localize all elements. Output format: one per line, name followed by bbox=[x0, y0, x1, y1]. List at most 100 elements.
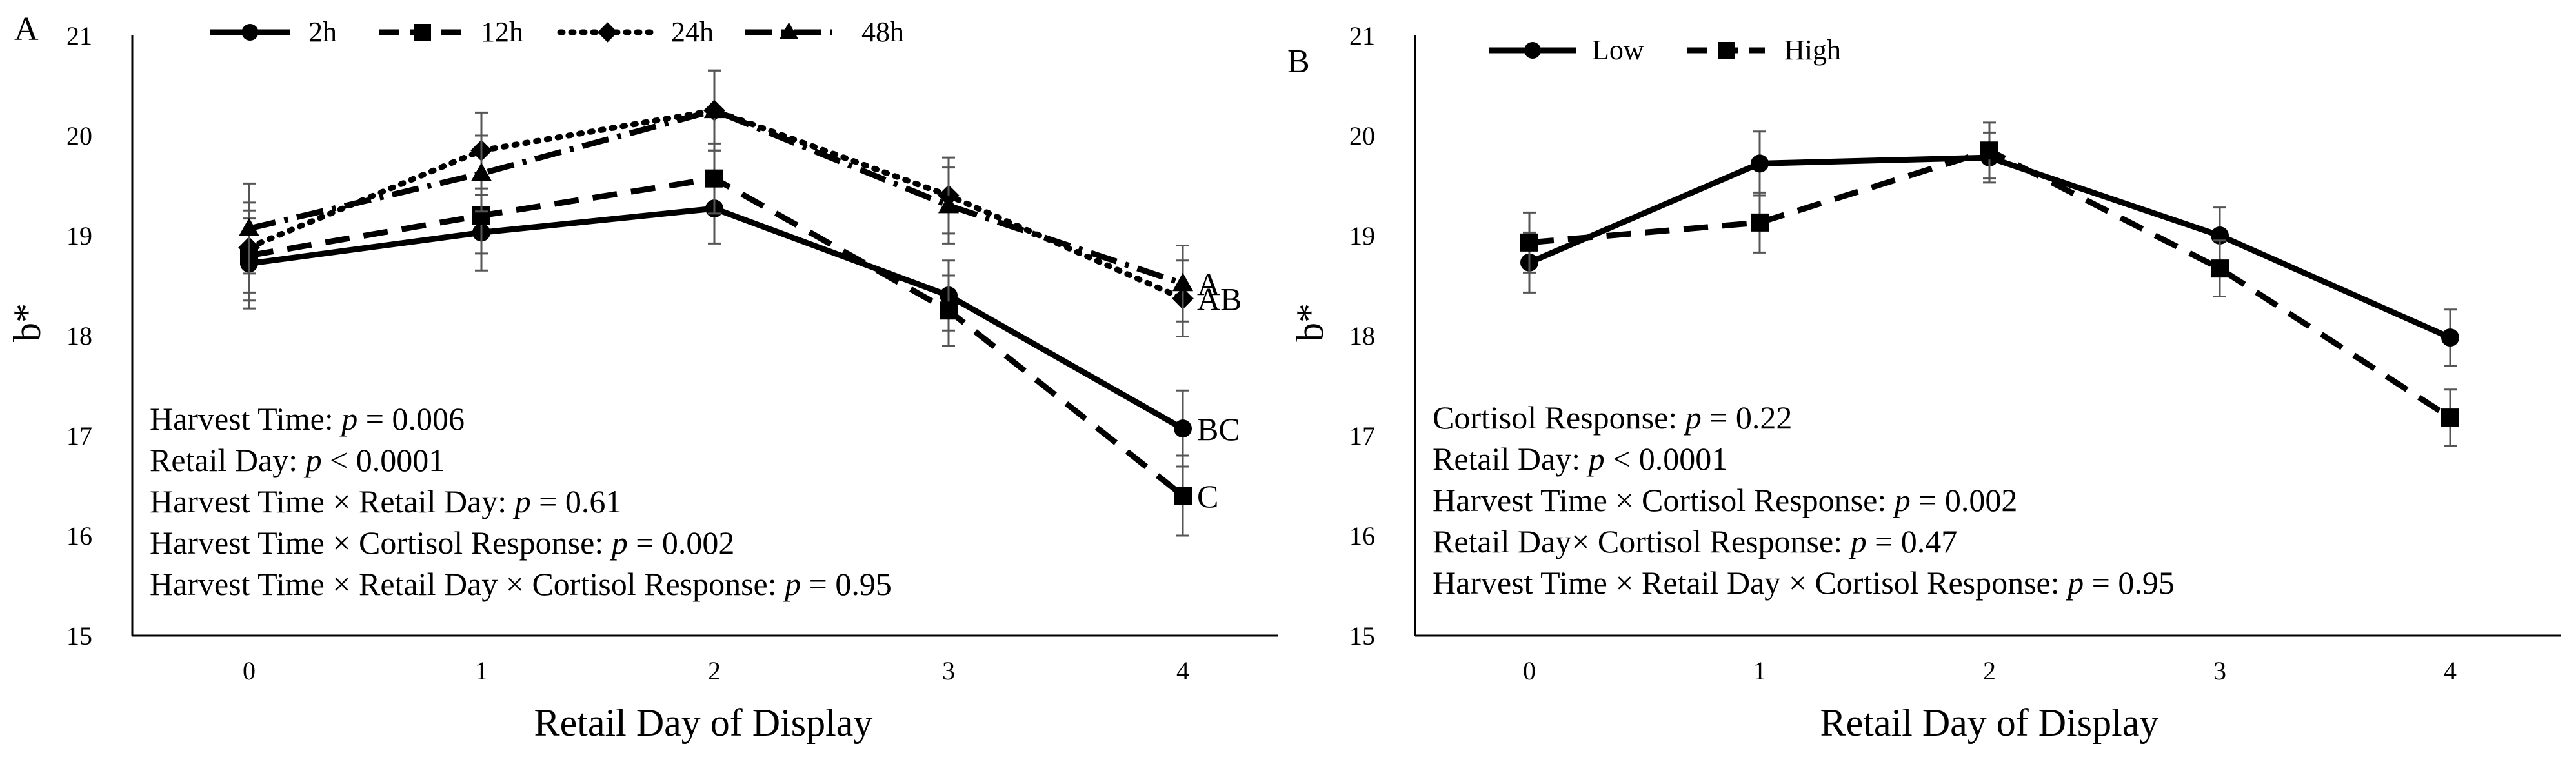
panel-b-stat-value-1: < 0.0001 bbox=[1605, 441, 1728, 477]
panel-b-stat-label-3: Retail Day× Cortisol Response: bbox=[1433, 523, 1851, 559]
panel-b-y-axis-title: b* bbox=[1289, 303, 1331, 342]
panel-a-stat-value-1: < 0.0001 bbox=[322, 442, 445, 478]
panel-a-legend-marker-12h bbox=[414, 24, 431, 41]
panel-a-y-tick-label-18: 18 bbox=[66, 321, 92, 350]
panel-a-legend: 2h 12h 24h 48h bbox=[210, 16, 904, 48]
panel-b-stat-line-3: Retail Day× Cortisol Response: p = 0.47 bbox=[1433, 523, 1957, 559]
panel-b-stat-line-2: Harvest Time × Cortisol Response: p = 0.… bbox=[1433, 482, 2017, 518]
panel-b-y-tick-label-18: 18 bbox=[1349, 321, 1375, 350]
panel-b-y-tick-label-15: 15 bbox=[1349, 621, 1375, 650]
panel-a-y-tick-label-21: 21 bbox=[66, 21, 92, 50]
panel-b-y-tick-label-19: 19 bbox=[1349, 221, 1375, 250]
panel-b-stat-label-0: Cortisol Response: bbox=[1433, 399, 1685, 436]
panel-b-legend-marker-low bbox=[1524, 42, 1541, 59]
panel-a-statistics-annotations: Harvest Time: p = 0.006 Retail Day: p < 0… bbox=[150, 401, 892, 602]
panel-a-y-tick-label-20: 20 bbox=[66, 121, 92, 150]
panel-a-y-tick-label-17: 17 bbox=[66, 421, 92, 450]
panel-a-x-axis-title: Retail Day of Display bbox=[534, 701, 873, 744]
panel-b-y-tick-label-21: 21 bbox=[1349, 21, 1375, 50]
panel-b-legend-label-low: Low bbox=[1592, 34, 1644, 66]
panel-a-y-tick-label-15: 15 bbox=[66, 621, 92, 650]
panel-a-stat-value-0: = 0.006 bbox=[357, 401, 465, 437]
panel-a-stat-line-1: Retail Day: p < 0.0001 bbox=[150, 442, 445, 478]
panel-a-stat-value-2: = 0.61 bbox=[531, 483, 622, 519]
panel-a-point-12h-2 bbox=[705, 169, 723, 188]
panel-a-point-48h-2 bbox=[703, 99, 725, 119]
panel-a-legend-item-24h: 24h bbox=[557, 16, 714, 48]
panel-a-legend-label-24h: 24h bbox=[671, 16, 714, 48]
panel-a-sig-letter-ab: AB bbox=[1197, 281, 1242, 317]
panel-a-point-48h-1 bbox=[470, 163, 492, 181]
panel-a-legend-label-2h: 2h bbox=[308, 16, 337, 48]
panel-a-stat-line-0: Harvest Time: p = 0.006 bbox=[150, 401, 465, 437]
panel-b-stat-p-4: p bbox=[2066, 565, 2084, 601]
panel-b-stat-line-4: Harvest Time × Retail Day × Cortisol Res… bbox=[1433, 565, 2175, 601]
panel-a-y-tick-label-19: 19 bbox=[66, 221, 92, 250]
panel-b-y-tick-label-16: 16 bbox=[1349, 521, 1375, 550]
panel-b-point-high-2 bbox=[1980, 141, 1998, 160]
panel-a-stat-p-1: p bbox=[304, 442, 322, 478]
panel-b-stat-value-0: = 0.22 bbox=[1702, 399, 1793, 436]
panel-a-stat-value-3: = 0.002 bbox=[628, 525, 735, 561]
panel-a-sig-letter-a: A bbox=[1197, 266, 1220, 302]
panel-b-x-axis-title: Retail Day of Display bbox=[1820, 701, 2159, 744]
panel-a-legend-item-2h: 2h bbox=[210, 16, 337, 48]
panel-b-point-high-1 bbox=[1751, 213, 1769, 232]
panel-b-point-high-4 bbox=[2441, 408, 2459, 427]
panel-a-point-12h-3 bbox=[940, 301, 958, 320]
panel-b-stat-p-0: p bbox=[1684, 399, 1702, 436]
panel-a-x-tick-label-0: 0 bbox=[243, 656, 256, 685]
panel-a-stat-label-4: Harvest Time × Retail Day × Cortisol Res… bbox=[150, 566, 785, 602]
panel-a-x-tick-label-3: 3 bbox=[942, 656, 955, 685]
panel-b-stat-p-2: p bbox=[1893, 482, 1911, 518]
panel-a-x-tick-label-1: 1 bbox=[475, 656, 488, 685]
panel-a-point-48h-4 bbox=[1172, 272, 1194, 292]
panel-a-stat-label-0: Harvest Time: bbox=[150, 401, 341, 437]
panel-b-stat-p-3: p bbox=[1849, 523, 1867, 559]
panel-b: 15 16 17 18 19 20 21 0 1 2 3 4 b* Retail Day of Displ… bbox=[1287, 21, 2561, 744]
panel-a-x-tick-label-2: 2 bbox=[708, 656, 721, 685]
panel-b-point-high-0 bbox=[1520, 233, 1538, 252]
panel-a-point-48h-0 bbox=[238, 217, 260, 237]
panel-a-stat-line-3: Harvest Time × Cortisol Response: p = 0.… bbox=[150, 525, 734, 561]
panel-a-stat-p-4: p bbox=[783, 566, 801, 602]
panel-a-label: A bbox=[14, 11, 39, 48]
panel-b-stat-value-3: = 0.47 bbox=[1867, 523, 1958, 559]
panel-b-line-low bbox=[1528, 154, 2451, 341]
panel-a-line-48h bbox=[248, 107, 1184, 286]
panel-b-stat-value-4: = 0.95 bbox=[2084, 565, 2175, 601]
panel-b-statistics-annotations: Cortisol Response: p = 0.22 Retail Day: p… bbox=[1433, 399, 2175, 601]
panel-a-line-2h bbox=[248, 205, 1185, 432]
panel-a-point-48h-3 bbox=[938, 194, 960, 214]
panel-a-legend-marker-48h bbox=[779, 22, 799, 40]
panel-a-stat-line-4: Harvest Time × Retail Day × Cortisol Res… bbox=[150, 566, 892, 602]
panel-a-sig-letter-bc: BC bbox=[1197, 411, 1240, 447]
panel-b-stat-line-1: Retail Day: p < 0.0001 bbox=[1433, 441, 1727, 477]
panel-b-x-tick-label-2: 2 bbox=[1983, 656, 1996, 685]
panel-b-line-high bbox=[1529, 147, 2452, 420]
panel-a-legend-item-12h: 12h bbox=[379, 16, 523, 48]
panel-b-stat-label-1: Retail Day: bbox=[1433, 441, 1589, 477]
panel-a-stat-line-2: Harvest Time × Retail Day: p = 0.61 bbox=[150, 483, 621, 519]
panel-a-legend-item-48h: 48h bbox=[745, 16, 904, 48]
panel-b-y-tick-label-17: 17 bbox=[1349, 421, 1375, 450]
panel-a-stat-label-1: Retail Day: bbox=[150, 442, 306, 478]
panel-a: 15 16 17 18 19 20 21 0 1 2 3 4 b* Retail Day of Displ… bbox=[6, 11, 1278, 744]
panel-b-stat-label-4: Harvest Time × Retail Day × Cortisol Res… bbox=[1433, 565, 2068, 601]
panel-a-stat-p-0: p bbox=[339, 401, 357, 437]
panel-b-y-tick-label-20: 20 bbox=[1349, 121, 1375, 150]
panel-a-point-12h-4 bbox=[1174, 487, 1192, 505]
panel-a-series-48h bbox=[238, 69, 1194, 323]
panel-a-legend-marker-24h bbox=[597, 22, 618, 43]
panel-b-label: B bbox=[1287, 43, 1310, 80]
panel-a-legend-marker-2h bbox=[241, 24, 259, 41]
panel-a-sig-letter-c: C bbox=[1197, 478, 1218, 514]
panel-b-x-tick-label-4: 4 bbox=[2444, 656, 2457, 685]
panel-b-legend: Low High bbox=[1489, 34, 1841, 66]
panel-a-stat-p-2: p bbox=[513, 483, 531, 519]
panel-a-stat-value-4: = 0.95 bbox=[801, 566, 892, 602]
panel-a-stat-label-3: Harvest Time × Cortisol Response: bbox=[150, 525, 612, 561]
panel-b-legend-item-high: High bbox=[1687, 34, 1841, 66]
panel-b-stat-value-2: = 0.002 bbox=[1911, 482, 2018, 518]
